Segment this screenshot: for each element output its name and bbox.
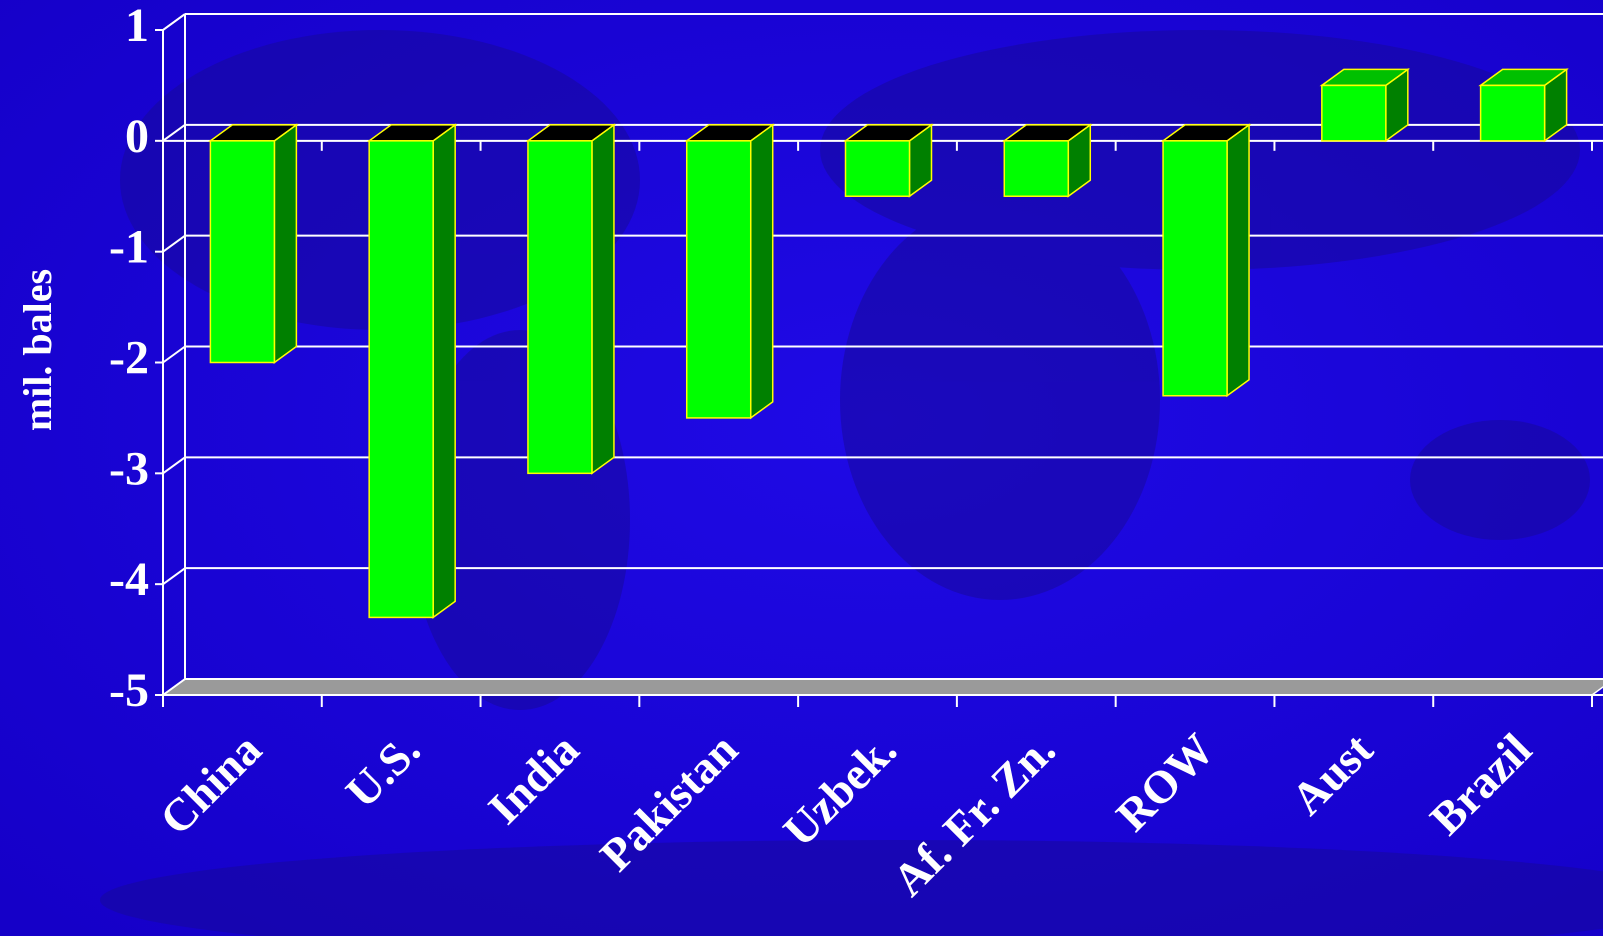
bar-side [1226,123,1250,398]
bar [527,140,593,475]
bar [1162,140,1228,397]
grid-edge [162,678,186,696]
y-tick-label: -2 [109,332,149,385]
bar [1479,84,1546,142]
y-tick-label: 1 [125,0,149,52]
grid-edge [162,13,186,31]
y-tick-label: -1 [109,221,149,274]
bar-side [273,123,298,364]
bar [209,140,276,364]
y-tick-label: -3 [109,442,149,495]
grid-edge [162,345,186,364]
grid-edge [162,124,186,142]
bar [1003,140,1070,197]
bar [1321,84,1387,142]
y-tick-label: -4 [109,553,149,606]
grid-edge [162,567,186,585]
bar [844,140,911,197]
bar [685,140,752,419]
y-tick-label: -5 [109,664,149,717]
grid-edge [162,456,186,475]
grid-edge [162,234,186,253]
bar-side [591,123,615,475]
bar [368,140,434,619]
floor [160,678,1603,696]
y-axis-label: mil. bales [15,269,60,431]
bar-side [749,123,774,420]
bar-side [432,123,456,619]
y-tick-label: 0 [125,110,149,163]
